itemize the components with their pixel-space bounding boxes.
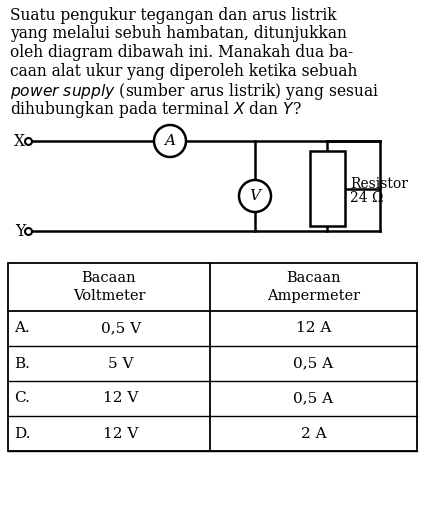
Text: A: A — [164, 134, 176, 148]
Text: $\it{power\ supply}$ (sumber arus listrik) yang sesuai: $\it{power\ supply}$ (sumber arus listri… — [10, 81, 379, 102]
Bar — [310, 151, 345, 226]
Text: Y: Y — [15, 222, 25, 240]
Text: 0,5 A: 0,5 A — [293, 356, 334, 370]
Text: 12 A: 12 A — [296, 321, 331, 336]
Text: C.: C. — [14, 391, 30, 405]
Text: V: V — [249, 189, 261, 203]
Bar — [8, 263, 417, 451]
Text: 0,5 A: 0,5 A — [293, 391, 334, 405]
Text: dihubungkan pada terminal $X$ dan $Y$?: dihubungkan pada terminal $X$ dan $Y$? — [10, 100, 302, 120]
Circle shape — [154, 125, 186, 157]
Text: 5 V: 5 V — [108, 356, 134, 370]
Text: 12 V: 12 V — [103, 427, 139, 440]
Text: D.: D. — [14, 427, 31, 440]
Text: Suatu pengukur tegangan dan arus listrik: Suatu pengukur tegangan dan arus listrik — [10, 7, 337, 24]
Text: yang melalui sebuh hambatan, ditunjukkan: yang melalui sebuh hambatan, ditunjukkan — [10, 26, 347, 43]
Text: caan alat ukur yang diperoleh ketika sebuah: caan alat ukur yang diperoleh ketika seb… — [10, 63, 357, 80]
Text: Bacaan
Ampermeter: Bacaan Ampermeter — [267, 271, 360, 303]
Text: 12 V: 12 V — [103, 391, 139, 405]
Text: X: X — [14, 132, 25, 150]
Text: A.: A. — [14, 321, 30, 336]
Text: 24 Ω: 24 Ω — [350, 192, 383, 205]
Text: 0,5 V: 0,5 V — [101, 321, 141, 336]
Text: B.: B. — [14, 356, 30, 370]
Text: oleh diagram dibawah ini. Manakah dua ba-: oleh diagram dibawah ini. Manakah dua ba… — [10, 44, 353, 61]
Text: Bacaan
Voltmeter: Bacaan Voltmeter — [73, 271, 145, 303]
Text: 2 A: 2 A — [300, 427, 326, 440]
Text: Resistor: Resistor — [350, 178, 408, 192]
Circle shape — [239, 180, 271, 212]
